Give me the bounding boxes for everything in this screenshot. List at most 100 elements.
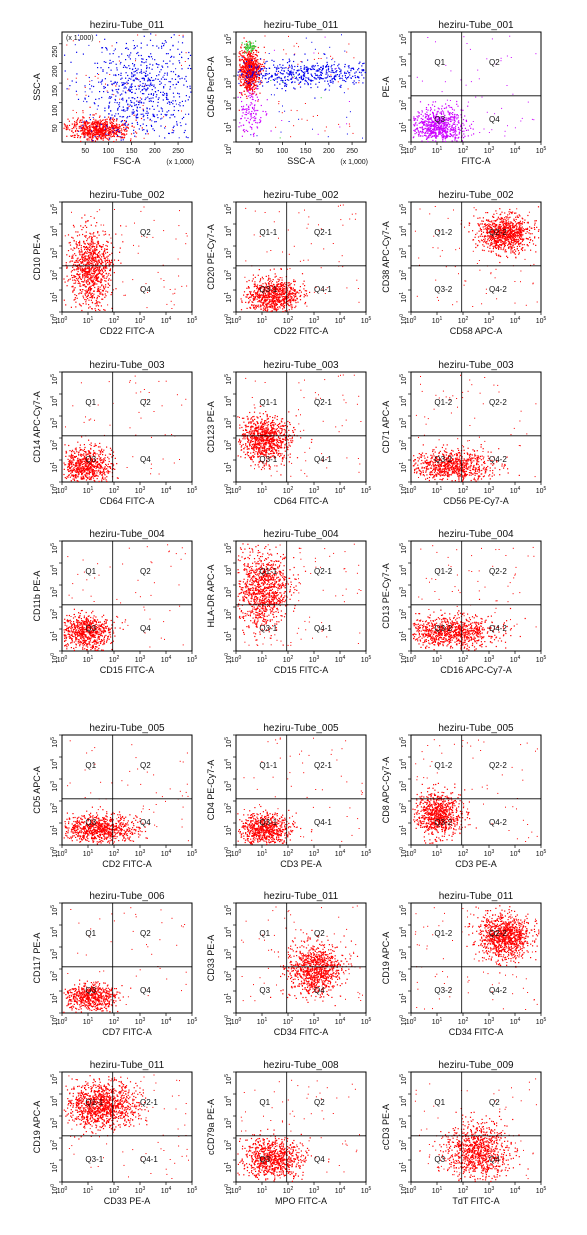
event-dot <box>90 286 91 287</box>
event-dot <box>330 56 331 57</box>
event-dot <box>128 80 129 81</box>
event-dot <box>104 266 105 267</box>
event-dot <box>175 289 176 290</box>
event-dot <box>139 107 140 108</box>
event-dot <box>83 242 84 243</box>
event-dot <box>91 252 92 253</box>
event-dot <box>110 120 111 121</box>
event-dot <box>78 262 79 263</box>
event-dot <box>138 88 139 89</box>
event-dot <box>120 75 121 76</box>
event-dot <box>77 280 78 281</box>
event-dot <box>515 127 516 128</box>
event-dot <box>85 136 86 137</box>
event-dot <box>293 74 294 75</box>
event-dot <box>166 98 167 99</box>
event-dot <box>436 129 437 130</box>
event-dot <box>241 309 242 310</box>
event-dot <box>303 79 304 80</box>
event-dot <box>111 97 112 98</box>
event-dot <box>64 300 65 301</box>
event-dot <box>82 272 83 273</box>
event-dot <box>243 62 244 63</box>
event-dot <box>122 133 123 134</box>
event-dot <box>430 126 431 127</box>
event-dot <box>84 215 85 216</box>
event-dot <box>248 60 249 61</box>
event-dot <box>92 137 93 138</box>
event-dot <box>253 71 254 72</box>
event-dot <box>87 220 88 221</box>
event-dot <box>93 243 94 244</box>
event-dot <box>449 124 450 125</box>
event-dot <box>79 245 80 246</box>
event-dot <box>102 130 103 131</box>
event-dot <box>85 222 86 223</box>
event-dot <box>176 121 177 122</box>
event-dot <box>259 119 260 120</box>
event-dot <box>315 78 316 79</box>
event-dot <box>417 125 418 126</box>
event-dot <box>73 238 74 239</box>
event-dot <box>257 110 258 111</box>
event-dot <box>108 134 109 135</box>
event-dot <box>259 78 260 79</box>
event-dot <box>294 69 295 70</box>
event-dot <box>345 75 346 76</box>
event-dot <box>452 119 453 120</box>
event-dot <box>249 86 250 87</box>
event-dot <box>329 85 330 86</box>
event-dot <box>484 129 485 130</box>
event-dot <box>120 136 121 137</box>
event-dot <box>86 291 87 292</box>
event-dot <box>426 131 427 132</box>
event-dot <box>84 278 85 279</box>
event-dot <box>74 241 75 242</box>
event-dot <box>146 125 147 126</box>
event-dot <box>99 272 100 273</box>
event-dot <box>426 121 427 122</box>
event-dot <box>295 306 296 307</box>
event-dot <box>93 233 94 234</box>
event-dot <box>94 273 95 274</box>
event-dot <box>138 102 139 103</box>
event-dot <box>69 125 70 126</box>
event-dot <box>92 264 93 265</box>
event-dot <box>91 126 92 127</box>
event-dot <box>170 57 171 58</box>
event-dot <box>183 36 184 37</box>
event-dot <box>154 121 155 122</box>
event-dot <box>84 236 85 237</box>
event-dot <box>436 136 437 137</box>
event-dot <box>75 231 76 232</box>
event-dot <box>422 81 423 82</box>
event-dot <box>151 93 152 94</box>
event-dot <box>251 111 252 112</box>
event-dot <box>102 277 103 278</box>
event-dot <box>81 245 82 246</box>
event-dot <box>118 74 119 75</box>
event-dot <box>181 111 182 112</box>
event-dot <box>72 124 73 125</box>
event-dot <box>100 263 101 264</box>
event-dot <box>92 140 93 141</box>
event-dot <box>258 99 259 100</box>
event-dot <box>286 86 287 87</box>
event-dot <box>456 134 457 135</box>
event-dot <box>105 245 106 246</box>
event-dot <box>420 122 421 123</box>
event-dot <box>70 245 71 246</box>
event-dot <box>257 64 258 65</box>
event-dot <box>333 81 334 82</box>
event-dot <box>80 127 81 128</box>
event-dot <box>241 74 242 75</box>
event-dot <box>257 97 258 98</box>
event-dot <box>99 235 100 236</box>
x-tick-label: 103 <box>484 146 495 155</box>
event-dot <box>85 251 86 252</box>
event-dot <box>135 60 136 61</box>
event-dot <box>334 72 335 73</box>
event-dot <box>244 37 245 38</box>
event-dot <box>436 125 437 126</box>
event-dot <box>241 70 242 71</box>
